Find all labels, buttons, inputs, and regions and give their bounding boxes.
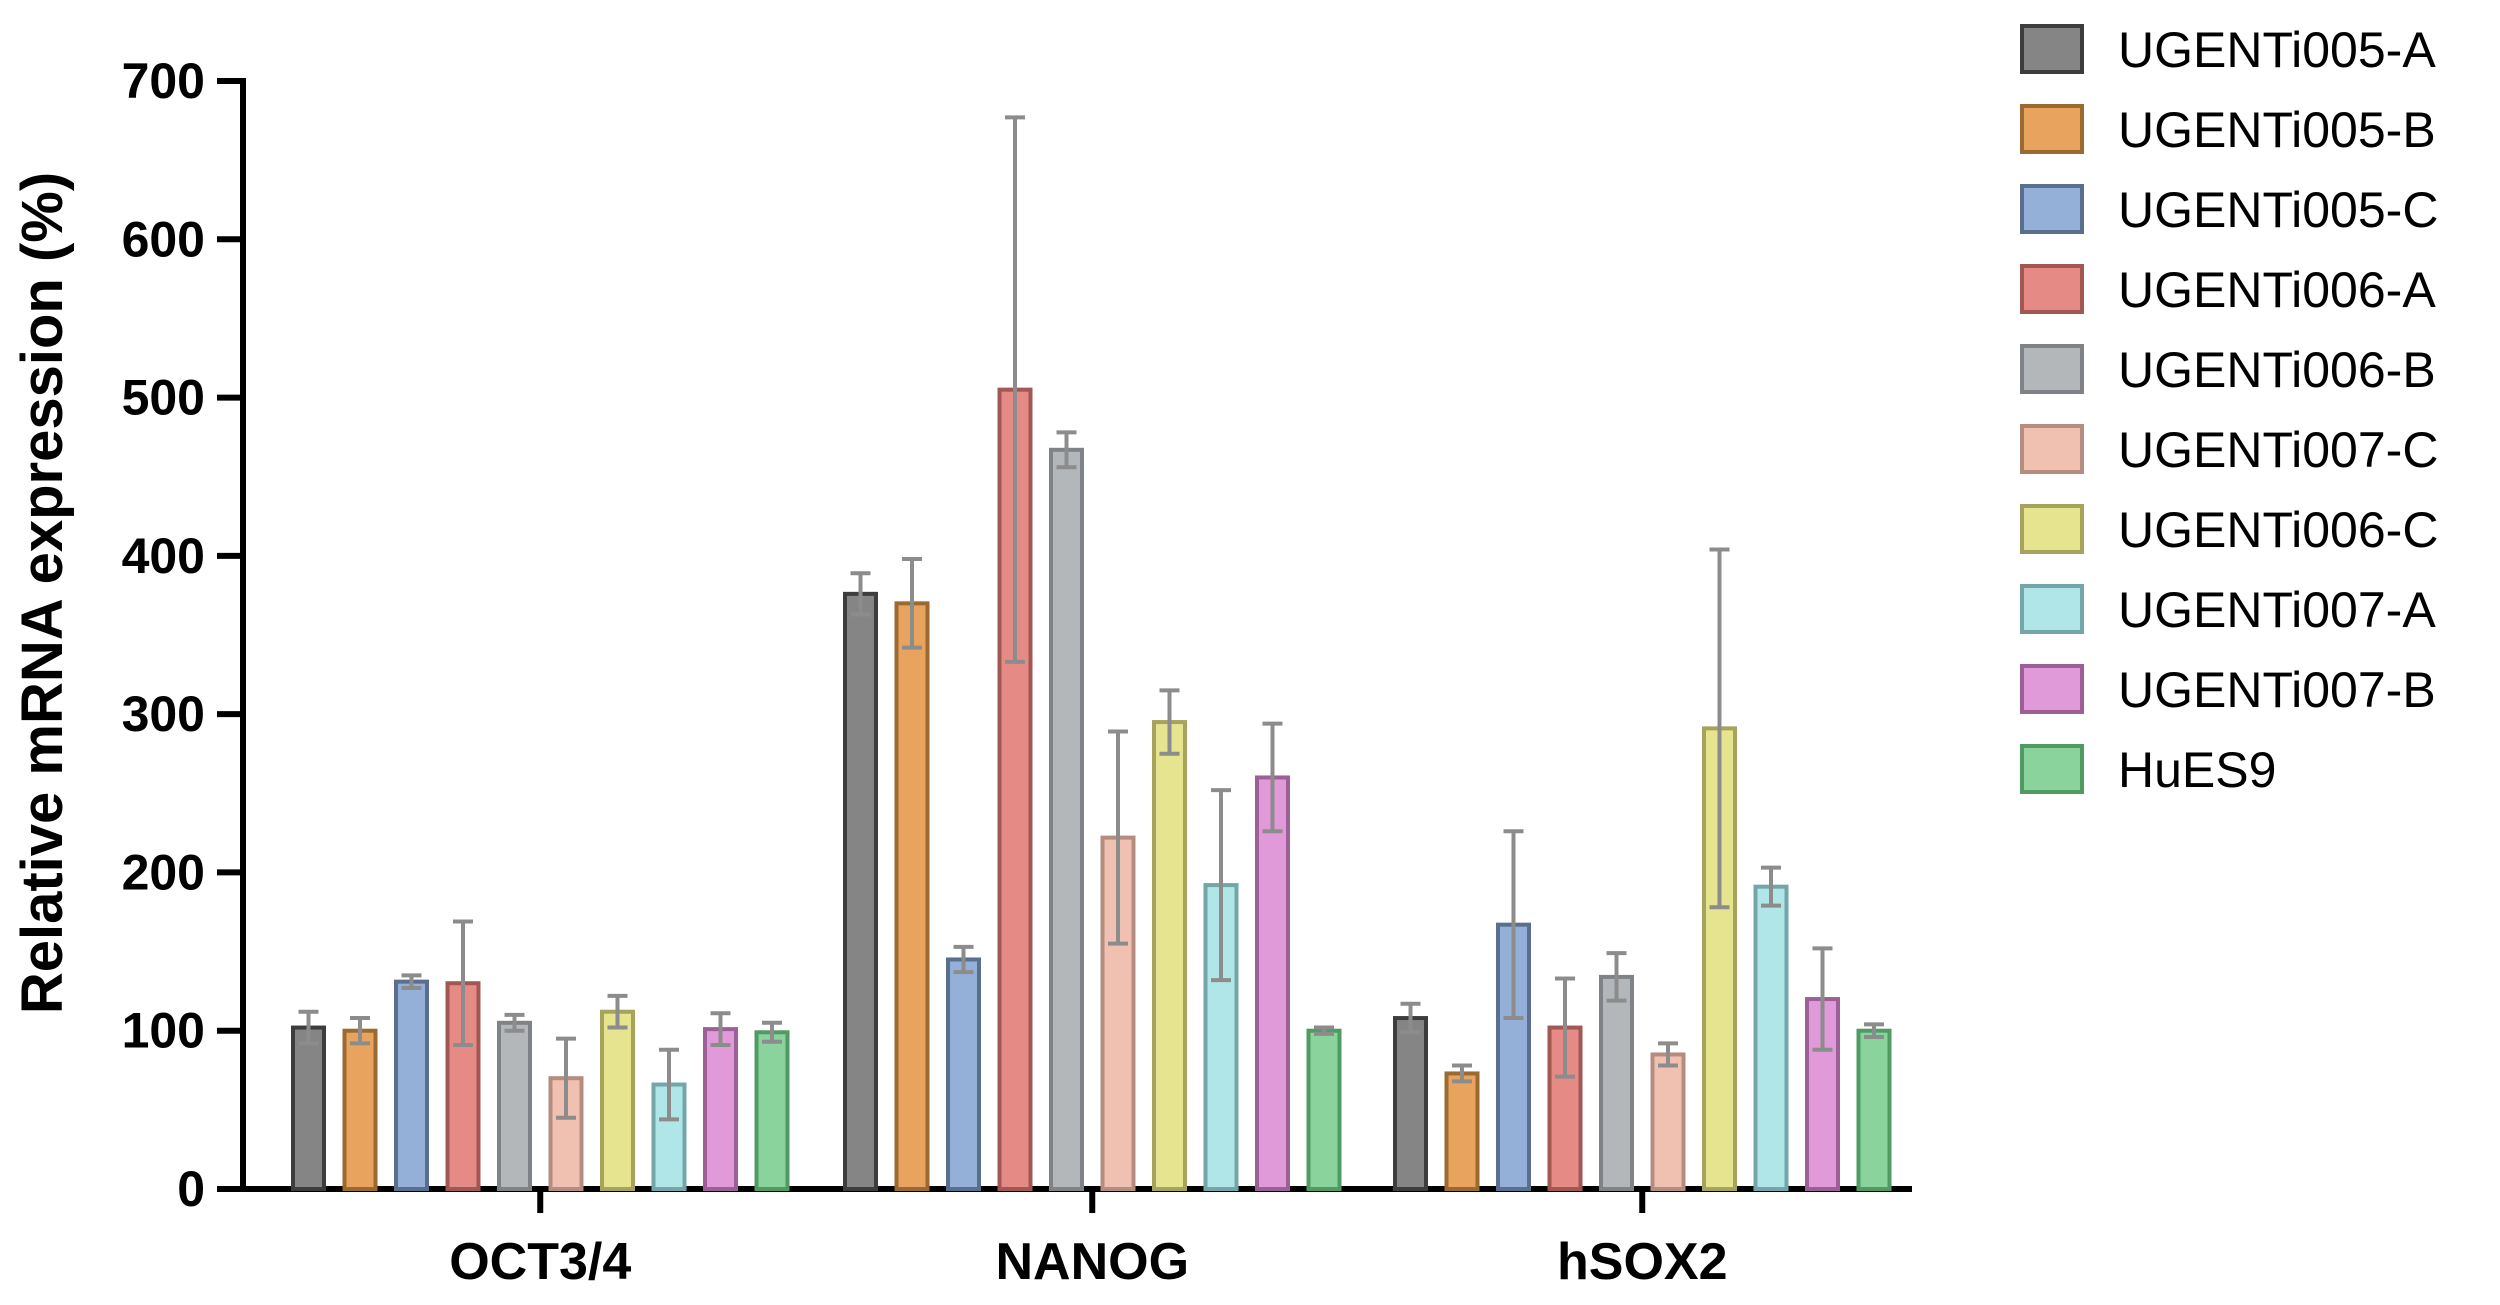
bar (1255, 775, 1290, 1191)
legend-swatch (2020, 504, 2084, 554)
legend-label: UGENTi005-B (2118, 102, 2436, 158)
legend-swatch (2020, 24, 2084, 74)
bar (600, 1009, 635, 1191)
bar (291, 1025, 326, 1192)
legend-label: UGENTi006-B (2118, 342, 2436, 398)
x-tick-label: NANOG (995, 1233, 1189, 1291)
bar (894, 601, 930, 1191)
y-tick-label: 200 (122, 844, 205, 900)
bar (1650, 1052, 1686, 1192)
legend-swatch (2020, 344, 2084, 394)
x-axis: OCT3/4 NANOG hSOX2 (240, 1186, 1912, 1291)
bar (1805, 997, 1840, 1191)
bar (1393, 1016, 1428, 1192)
legend-label: UGENTi005-A (2118, 22, 2436, 78)
x-tick-label: hSOX2 (1557, 1233, 1728, 1291)
y-axis-title: Relative mRNA expression (%) (10, 172, 75, 1014)
y-tick-label: 300 (122, 686, 205, 742)
legend: UGENTi005-A UGENTi005-B UGENTi005-C UGENTi0… (2020, 22, 2438, 798)
bar (843, 591, 878, 1191)
y-tick-label: 100 (122, 1003, 205, 1059)
legend-label: UGENTi005-C (2118, 182, 2438, 238)
legend-swatch (2020, 424, 2084, 474)
bar (1856, 1028, 1892, 1191)
bar (445, 981, 481, 1191)
y-tick-label: 0 (177, 1161, 205, 1217)
bar (703, 1027, 738, 1192)
bars (291, 387, 1892, 1192)
legend-label: HuES9 (2118, 742, 2276, 798)
legend-label: UGENTi006-C (2118, 502, 2438, 558)
legend-label: UGENTi007-C (2118, 422, 2438, 478)
bar (394, 979, 429, 1191)
x-tick-label: OCT3/4 (449, 1233, 631, 1291)
bar (1203, 883, 1239, 1191)
y-tick-label: 400 (122, 528, 205, 584)
y-tick-label: 600 (122, 211, 205, 267)
legend-swatch (2020, 184, 2084, 234)
bar (946, 957, 981, 1191)
bar (1049, 447, 1084, 1191)
legend-swatch (2020, 104, 2084, 154)
y-tick-label: 700 (122, 53, 205, 109)
legend-label: UGENTi007-A (2118, 582, 2436, 638)
legend-swatch (2020, 264, 2084, 314)
legend-label: UGENTi006-A (2118, 262, 2436, 318)
legend-swatch (2020, 584, 2084, 634)
bar (1702, 726, 1737, 1191)
bar (497, 1020, 532, 1191)
bar (1152, 720, 1187, 1191)
bar (1599, 974, 1634, 1192)
legend-swatch (2020, 744, 2084, 794)
y-axis: 0 100 200 300 400 500 600 700 (122, 53, 246, 1217)
bar (342, 1028, 378, 1191)
bar (754, 1030, 790, 1191)
legend-label: UGENTi007-B (2118, 662, 2436, 718)
bar (1444, 1071, 1480, 1191)
bar (1306, 1028, 1342, 1191)
bar (1753, 884, 1789, 1191)
error-bars (298, 115, 1884, 1122)
y-tick-label: 500 (122, 370, 205, 426)
legend-swatch (2020, 664, 2084, 714)
